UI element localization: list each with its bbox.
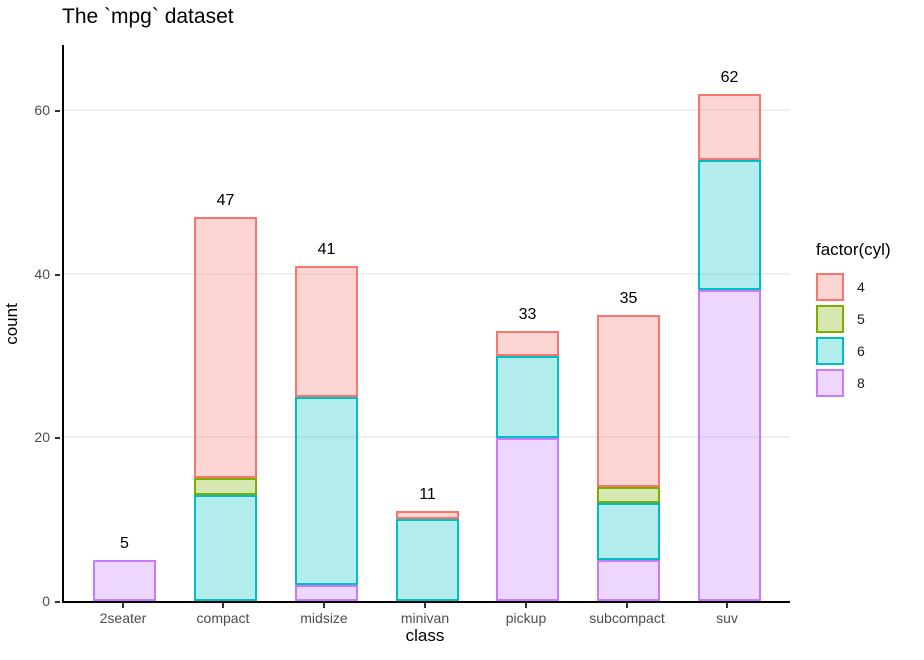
bar-total-label-subcompact: 35 [619,290,638,307]
y-tick-mark-40 [55,274,60,276]
legend-key-swatch-4 [816,273,844,301]
x-tick-label-midsize: midsize [300,610,348,626]
x-tick-label-suv: suv [716,610,738,626]
y-tick-mark-20 [55,437,60,439]
bar-suv-cyl8-segment [698,290,761,601]
bar-subcompact-cyl4-segment [597,314,660,487]
bar-subcompact [597,314,660,601]
bar-minivan [396,511,459,601]
y-axis-title: count [2,303,21,345]
legend-key-swatch-6 [816,337,844,365]
legend-label-6: 6 [857,343,865,359]
legend-label-4: 4 [857,279,865,295]
legend-entries: 4 5 6 8 [816,273,891,397]
gridline-y-20 [64,436,790,439]
legend: factor(cyl) 4 5 6 8 [816,240,891,401]
legend-entry-6: 6 [816,337,891,365]
x-tick-label-compact: compact [196,610,250,626]
y-tick-mark-0 [55,601,60,603]
bar-pickup [496,331,559,601]
plot-area: 5 47 41 11 33 35 62 [62,45,790,603]
bar-compact-cyl6-segment [194,494,257,601]
gridline-y-60 [64,109,790,112]
x-tick-mark-2seater [122,603,124,608]
bar-2seater-cyl8-segment [93,560,156,601]
bar-2seater [93,560,156,601]
bar-suv-cyl4-segment [698,94,761,160]
bar-compact [194,216,257,601]
x-tick-mark-midsize [323,603,325,608]
x-tick-label-2seater: 2seater [99,610,147,626]
bar-suv-cyl6-segment [698,159,761,291]
bar-subcompact-cyl5-segment [597,486,660,503]
legend-entry-8: 8 [816,369,891,397]
y-tick-label-0: 0 [42,593,50,609]
bar-suv [698,94,761,601]
y-tick-label-60: 60 [34,102,50,118]
x-tick-mark-subcompact [626,603,628,608]
bar-total-label-2seater: 5 [120,535,129,552]
legend-entry-4: 4 [816,273,891,301]
legend-key-swatch-8 [816,369,844,397]
bar-pickup-cyl6-segment [496,355,559,438]
bar-subcompact-cyl6-segment [597,502,660,561]
x-tick-mark-suv [726,603,728,608]
bar-total-label-minivan: 11 [419,486,436,503]
bar-total-label-suv: 62 [720,69,739,86]
x-tick-mark-pickup [525,603,527,608]
y-tick-label-40: 40 [34,266,50,282]
legend-label-5: 5 [857,311,865,327]
bar-subcompact-cyl8-segment [597,560,660,601]
bar-compact-cyl5-segment [194,478,257,495]
bar-pickup-cyl8-segment [496,437,559,601]
bar-total-label-compact: 47 [216,192,235,209]
bar-midsize-cyl6-segment [295,396,358,585]
bar-pickup-cyl4-segment [496,331,559,356]
bar-total-label-midsize: 41 [317,241,336,258]
bar-midsize-cyl8-segment [295,584,358,601]
chart-title: The `mpg` dataset [62,5,234,28]
y-tick-label-20: 20 [34,429,50,445]
legend-key-swatch-5 [816,305,844,333]
bar-minivan-cyl4-segment [396,511,459,520]
bar-midsize-cyl4-segment [295,265,358,397]
x-tick-label-minivan: minivan [400,610,450,626]
bar-midsize [295,265,358,601]
legend-entry-5: 5 [816,305,891,333]
bar-minivan-cyl6-segment [396,519,459,601]
x-axis-title: class [405,626,445,645]
gridline-y-40 [64,272,790,275]
x-tick-mark-compact [222,603,224,608]
legend-label-8: 8 [857,375,865,391]
bar-compact-cyl4-segment [194,216,257,479]
bar-total-label-pickup: 33 [518,306,537,323]
y-tick-mark-60 [55,110,60,112]
x-tick-mark-minivan [424,603,426,608]
legend-title: factor(cyl) [816,240,891,259]
x-tick-label-subcompact: subcompact [589,610,665,626]
x-tick-label-pickup: pickup [505,610,547,626]
